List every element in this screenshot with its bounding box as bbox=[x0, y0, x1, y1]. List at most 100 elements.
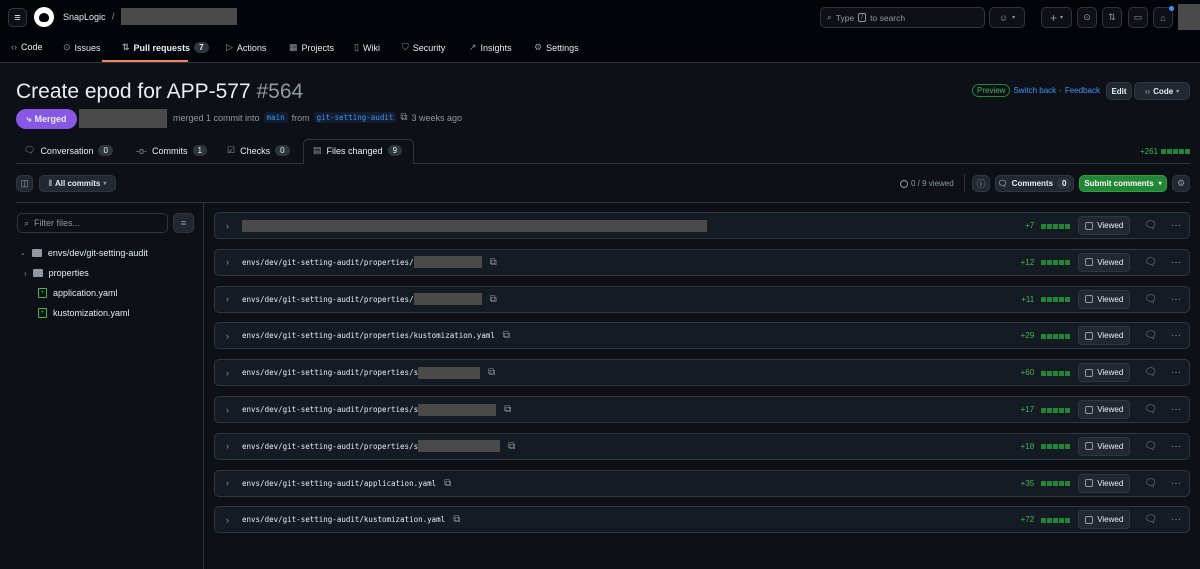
viewed-checkbox[interactable]: Viewed bbox=[1078, 436, 1131, 456]
diff-settings-button[interactable]: ⚙ bbox=[1172, 175, 1190, 192]
kebab-menu-icon[interactable]: ··· bbox=[1171, 477, 1181, 489]
switch-back-link[interactable]: Switch back bbox=[1013, 86, 1057, 95]
tab-checks[interactable]: ☑ Checks 0 bbox=[227, 145, 290, 156]
copy-icon[interactable]: ⧉ bbox=[453, 514, 461, 526]
file-row[interactable]: › envs/dev/git-setting-audit/properties/ ⧉… bbox=[214, 285, 1190, 313]
chevron-right-icon[interactable]: › bbox=[226, 404, 229, 415]
kebab-menu-icon[interactable]: ··· bbox=[1171, 220, 1181, 231]
kebab-menu-icon[interactable]: ··· bbox=[1171, 367, 1181, 379]
feedback-link[interactable]: Feedback bbox=[1064, 86, 1100, 95]
kebab-menu-icon[interactable]: ··· bbox=[1171, 404, 1181, 415]
base-branch[interactable]: main bbox=[263, 112, 288, 123]
head-branch[interactable]: git-setting-audit bbox=[313, 112, 397, 123]
filter-files-input[interactable]: ⌕ Filter files... bbox=[17, 213, 168, 233]
nav-insights[interactable]: ↗ Insights bbox=[469, 42, 512, 53]
merge-text: merged 1 commit into bbox=[173, 112, 260, 123]
org-link[interactable]: SnapLogic bbox=[63, 12, 106, 22]
viewed-checkbox[interactable]: Viewed bbox=[1078, 400, 1131, 419]
all-commits-dropdown[interactable]: ⫴ All commits ▾ bbox=[39, 175, 116, 192]
chevron-right-icon[interactable]: › bbox=[226, 441, 229, 452]
viewed-checkbox[interactable]: Viewed bbox=[1078, 252, 1131, 272]
discussions-button[interactable]: ▭ bbox=[1128, 7, 1148, 28]
copy-icon[interactable]: ⧉ bbox=[502, 330, 511, 342]
tab-commits[interactable]: -o- Commits 1 bbox=[136, 145, 207, 156]
info-button[interactable]: ⓘ bbox=[972, 175, 990, 192]
nav-pull-requests[interactable]: ⇅ Pull requests 7 bbox=[122, 42, 209, 53]
kebab-menu-icon[interactable]: ··· bbox=[1171, 440, 1181, 452]
comment-icon[interactable]: 🗨 bbox=[1144, 514, 1157, 526]
comment-icon[interactable]: 🗨 bbox=[1144, 256, 1157, 268]
kebab-menu-icon[interactable]: ··· bbox=[1171, 293, 1181, 305]
viewed-checkbox[interactable]: Viewed bbox=[1078, 326, 1131, 346]
nav-issues[interactable]: ⊙ Issues bbox=[63, 42, 101, 53]
repo-name-redacted[interactable] bbox=[121, 8, 237, 25]
pull-requests-button[interactable]: ⇅ bbox=[1102, 7, 1122, 28]
chevron-right-icon[interactable]: › bbox=[226, 294, 229, 305]
viewed-checkbox[interactable]: Viewed bbox=[1078, 510, 1131, 530]
submit-comments-button[interactable]: Submit comments ▾ bbox=[1079, 175, 1167, 192]
viewed-checkbox[interactable]: Viewed bbox=[1078, 363, 1131, 383]
copilot-button[interactable]: ☺ ▾ bbox=[989, 7, 1025, 28]
chevron-right-icon[interactable]: › bbox=[226, 257, 229, 268]
avatar[interactable] bbox=[1178, 4, 1200, 30]
file-row[interactable]: › envs/dev/git-setting-audit/properties/ ⧉… bbox=[214, 248, 1190, 276]
create-new-button[interactable]: + ▾ bbox=[1041, 7, 1072, 28]
file-row[interactable]: › envs/dev/git-setting-audit/properties/k… bbox=[214, 322, 1190, 350]
commit-icon: -o- bbox=[136, 145, 147, 156]
viewed-checkbox[interactable]: Viewed bbox=[1078, 473, 1131, 493]
code-button[interactable]: ‹› Code ▾ bbox=[1134, 82, 1190, 100]
nav-actions[interactable]: ▷ Actions bbox=[226, 42, 266, 53]
tab-files-changed[interactable]: ▤ Files changed 9 bbox=[313, 145, 403, 156]
edit-button[interactable]: Edit bbox=[1106, 82, 1132, 100]
copy-icon[interactable]: ⧉ bbox=[489, 293, 497, 305]
kebab-menu-icon[interactable]: ··· bbox=[1171, 256, 1181, 268]
nav-security[interactable]: ⛉ Security bbox=[402, 42, 445, 53]
comment-icon[interactable]: 🗨 bbox=[1144, 293, 1157, 305]
comment-icon[interactable]: 🗨 bbox=[1144, 220, 1157, 231]
copy-icon[interactable]: ⧉ bbox=[444, 477, 452, 489]
author-redacted[interactable] bbox=[79, 109, 167, 128]
tab-conversation[interactable]: 🗨 Conversation 0 bbox=[24, 145, 113, 156]
comments-button[interactable]: 🗨 Comments 0 bbox=[995, 175, 1074, 192]
tree-folder-properties[interactable]: › properties bbox=[24, 268, 89, 278]
copy-icon[interactable]: ⧉ bbox=[489, 256, 497, 268]
file-row[interactable]: › envs/dev/git-setting-audit/properties/s… bbox=[214, 396, 1190, 423]
viewed-checkbox[interactable]: Viewed bbox=[1078, 289, 1131, 309]
chevron-right-icon[interactable]: › bbox=[226, 514, 229, 525]
tree-file-kustomization[interactable]: + kustomization.yaml bbox=[38, 308, 130, 318]
file-row[interactable]: › +7 Viewed 🗨 ··· bbox=[214, 212, 1190, 239]
chevron-right-icon[interactable]: › bbox=[226, 330, 229, 341]
comment-icon[interactable]: 🗨 bbox=[1144, 404, 1157, 415]
tree-file-application[interactable]: + application.yaml bbox=[38, 288, 118, 298]
nav-projects[interactable]: ▦ Projects bbox=[289, 42, 334, 53]
chevron-right-icon[interactable]: › bbox=[226, 367, 229, 378]
comment-icon[interactable]: 🗨 bbox=[1144, 477, 1157, 489]
filter-options-button[interactable]: ≡ bbox=[173, 213, 194, 233]
kebab-menu-icon[interactable]: ··· bbox=[1171, 514, 1181, 526]
file-row[interactable]: › envs/dev/git-setting-audit/properties/s… bbox=[214, 359, 1190, 387]
nav-wiki[interactable]: ▯ Wiki bbox=[354, 42, 380, 53]
file-row[interactable]: › envs/dev/git-setting-audit/properties/s… bbox=[214, 432, 1190, 460]
chevron-right-icon[interactable]: › bbox=[226, 478, 229, 489]
comment-icon[interactable]: 🗨 bbox=[1144, 440, 1157, 452]
chevron-right-icon[interactable]: › bbox=[226, 220, 229, 231]
search-input[interactable]: ⌕ Type / to search bbox=[820, 7, 985, 28]
menu-button[interactable]: ≡ bbox=[8, 8, 27, 27]
inbox-button[interactable]: ⌂ bbox=[1153, 7, 1173, 28]
viewed-checkbox[interactable]: Viewed bbox=[1078, 216, 1131, 235]
kebab-menu-icon[interactable]: ··· bbox=[1171, 330, 1181, 342]
issues-button[interactable]: ⊙ bbox=[1077, 7, 1097, 28]
github-logo-icon[interactable] bbox=[34, 7, 54, 27]
file-row[interactable]: › envs/dev/git-setting-audit/kustomizatio… bbox=[214, 506, 1190, 534]
comment-icon[interactable]: 🗨 bbox=[1144, 330, 1157, 342]
file-row[interactable]: › envs/dev/git-setting-audit/application.… bbox=[214, 469, 1190, 497]
copy-icon[interactable]: ⧉ bbox=[504, 404, 512, 415]
copy-icon[interactable]: ⧉ bbox=[400, 112, 408, 123]
toggle-file-tree-button[interactable]: ◫ bbox=[16, 175, 33, 192]
copy-icon[interactable]: ⧉ bbox=[508, 440, 516, 452]
nav-settings[interactable]: ⚙ Settings bbox=[534, 42, 579, 53]
nav-code[interactable]: ‹› Code bbox=[11, 42, 43, 52]
tree-folder-root[interactable]: ⌄ envs/dev/git-setting-audit bbox=[20, 248, 148, 258]
copy-icon[interactable]: ⧉ bbox=[488, 367, 496, 379]
comment-icon[interactable]: 🗨 bbox=[1144, 367, 1157, 379]
